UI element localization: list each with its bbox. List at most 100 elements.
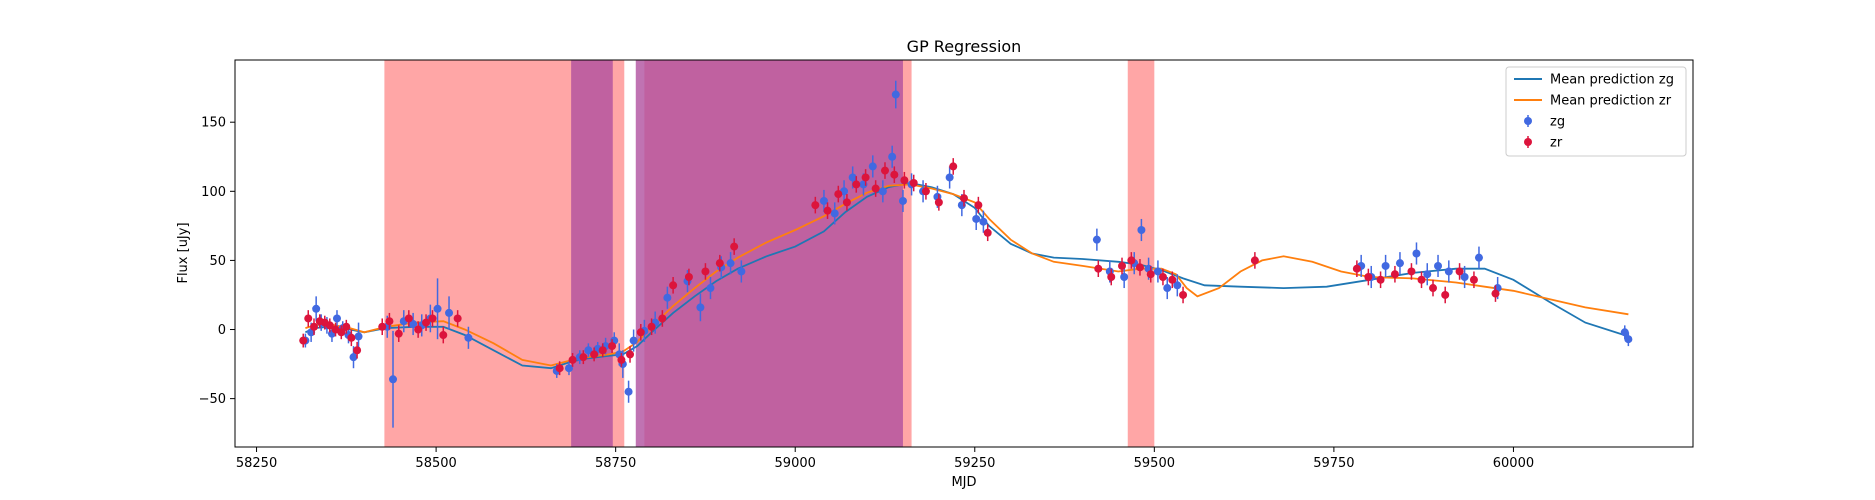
data-point-zr	[617, 353, 626, 367]
point-marker	[960, 194, 968, 203]
data-point-zr	[974, 196, 983, 214]
point-marker	[354, 332, 363, 341]
data-point-zr	[900, 171, 909, 189]
data-point-zg	[1153, 260, 1162, 283]
point-marker	[972, 214, 981, 223]
data-point-zg	[629, 329, 638, 352]
point-marker	[1118, 261, 1127, 270]
y-tick-label: 150	[201, 116, 226, 131]
point-marker	[433, 304, 442, 313]
data-point-zg	[737, 260, 746, 283]
point-marker	[428, 314, 437, 323]
data-point-zg	[1173, 274, 1182, 297]
data-point-zg	[888, 145, 897, 168]
data-point-zg	[464, 326, 473, 349]
axes-frame	[234, 59, 1694, 448]
point-marker	[871, 184, 880, 193]
point-marker	[1135, 263, 1144, 272]
data-point-zr	[404, 310, 413, 327]
y-axis-label: Flux [uJy]	[176, 222, 191, 283]
point-marker	[934, 198, 943, 207]
data-point-zg	[898, 189, 907, 213]
point-marker	[830, 209, 839, 218]
y-tick-label: −50	[199, 392, 226, 407]
data-point-zg	[945, 166, 954, 189]
data-point-zr	[1168, 271, 1177, 289]
point-marker	[823, 206, 832, 215]
data-point-zg	[1137, 218, 1146, 242]
data-point-zg	[979, 210, 988, 233]
data-point-zg	[1163, 276, 1172, 300]
data-point-zr	[983, 224, 992, 242]
point-marker	[878, 187, 887, 196]
point-marker	[299, 336, 308, 345]
data-point-zr	[1158, 268, 1167, 286]
data-point-zr	[347, 329, 356, 347]
point-marker	[385, 317, 394, 326]
point-marker	[730, 242, 739, 251]
point-marker	[663, 293, 672, 302]
data-point-zg	[878, 180, 887, 203]
data-point-zr	[658, 310, 667, 327]
point-marker	[1381, 261, 1390, 270]
data-point-zr	[378, 318, 387, 336]
series-line-zg	[305, 182, 1629, 370]
point-marker	[1250, 256, 1259, 265]
legend-item-Mean prediction zr: Mean prediction zr	[1514, 94, 1672, 109]
point-marker	[598, 346, 607, 355]
data-point-zg	[1381, 254, 1390, 277]
chart-title: GP Regression	[907, 37, 1022, 56]
data-point-zg	[332, 310, 341, 327]
y-tick-label: 100	[201, 185, 226, 200]
point-marker	[445, 308, 454, 317]
data-point-zr	[555, 361, 564, 376]
point-marker	[629, 336, 638, 345]
x-axis: 58250 58500 58750 59000 59250 59500 59750 60000	[236, 447, 1534, 471]
point-marker	[1163, 284, 1172, 293]
data-point-zr	[909, 174, 918, 192]
data-point-zr	[890, 166, 899, 184]
point-marker	[1146, 270, 1155, 279]
point-marker	[890, 170, 899, 179]
data-point-zr	[1376, 271, 1385, 289]
data-point-zr	[414, 321, 423, 338]
point-marker	[647, 322, 656, 331]
point-marker	[1434, 261, 1443, 270]
point-marker	[353, 346, 362, 355]
data-point-zg	[1395, 252, 1404, 275]
point-marker	[608, 342, 617, 351]
point-marker	[949, 162, 958, 171]
legend-label: zr	[1550, 136, 1563, 151]
x-tick-label: 58750	[595, 456, 636, 471]
point-marker	[1460, 272, 1469, 281]
point-marker	[1444, 267, 1453, 276]
data-point-zg	[409, 312, 418, 336]
y-tick-label: 0	[218, 323, 226, 338]
data-point-zr	[394, 325, 403, 342]
point-marker	[1173, 281, 1182, 290]
point-marker	[304, 314, 313, 323]
point-marker	[590, 350, 599, 359]
point-marker	[1107, 272, 1116, 281]
legend-box	[1505, 66, 1687, 157]
data-point-zg	[726, 252, 735, 275]
x-axis-label: MJD	[951, 475, 976, 490]
data-point-zr	[921, 183, 930, 200]
point-marker	[848, 173, 857, 182]
point-marker	[1491, 289, 1500, 298]
point-marker	[696, 303, 705, 312]
point-marker	[1407, 267, 1416, 276]
point-marker	[1620, 328, 1629, 337]
point-marker	[921, 187, 930, 196]
data-point-zg	[433, 278, 442, 340]
data-point-zr	[353, 341, 362, 359]
x-tick-label: 59000	[775, 456, 816, 471]
data-points	[299, 80, 1633, 428]
point-marker	[909, 179, 918, 188]
x-tick-label: 60000	[1493, 456, 1534, 471]
point-marker	[394, 329, 403, 338]
data-point-zr	[342, 319, 351, 334]
point-marker	[409, 319, 418, 328]
legend-marker-swatch	[1524, 117, 1532, 125]
data-point-zr	[439, 326, 448, 344]
